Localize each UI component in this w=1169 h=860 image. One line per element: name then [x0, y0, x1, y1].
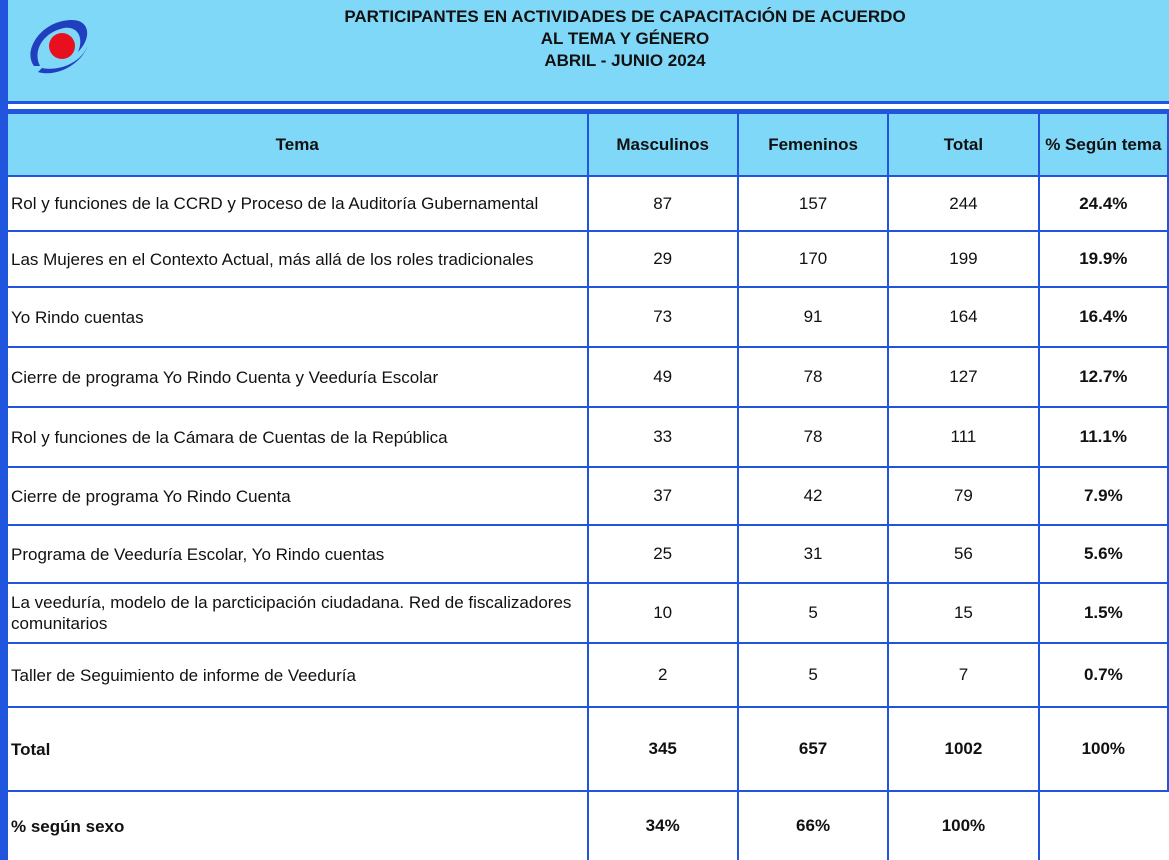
cell: 100% [887, 790, 1040, 860]
cell: 5 [736, 582, 890, 644]
cell: 73 [586, 286, 739, 348]
cell: Total [3, 706, 589, 792]
data-row: Cierre de programa Yo Rindo Cuenta y Vee… [3, 346, 1169, 408]
cell: 1.5% [1037, 582, 1169, 644]
cell: 87 [586, 175, 739, 232]
data-row: Rol y funciones de la CCRD y Proceso de … [3, 175, 1169, 232]
cell: Las Mujeres en el Contexto Actual, más a… [3, 230, 589, 288]
cell: 5.6% [1037, 524, 1169, 584]
cell: 37 [586, 466, 739, 526]
data-row: Las Mujeres en el Contexto Actual, más a… [3, 230, 1169, 288]
header-row: Tema Masculinos Femeninos Total% Según tema [3, 112, 1169, 177]
data-row: Programa de Veeduría Escolar, Yo Rindo c… [3, 524, 1169, 584]
title: PARTICIPANTES EN ACTIVIDADES DE CAPACITA… [100, 6, 1150, 72]
cell: 33 [586, 406, 739, 468]
separator [0, 101, 1169, 112]
cell: 11.1% [1037, 406, 1169, 468]
cell: 5 [736, 642, 890, 708]
cell: 49 [586, 346, 739, 408]
data-row: Rol y funciones de la Cámara de Cuentas … [3, 406, 1169, 468]
cell: Cierre de programa Yo Rindo Cuenta y Vee… [3, 346, 589, 408]
cell: 10 [586, 582, 739, 644]
data-row: Yo Rindo cuentas 73 91 164 16.4% [3, 286, 1169, 348]
cell: 78 [736, 346, 890, 408]
header-band [0, 0, 1169, 101]
data-row: Taller de Seguimiento de informe de Veed… [3, 642, 1169, 708]
cell: % según sexo [3, 790, 589, 860]
column-header: % Según tema [1037, 112, 1169, 177]
cell: 657 [736, 706, 890, 792]
cell: Cierre de programa Yo Rindo Cuenta [3, 466, 589, 526]
column-header: Femeninos [736, 112, 890, 177]
cell: 127 [887, 346, 1040, 408]
cell: 79 [887, 466, 1040, 526]
cell: 25 [586, 524, 739, 584]
cell: 15 [887, 582, 1040, 644]
cell: 24.4% [1037, 175, 1169, 232]
title-line: AL TEMA Y GÉNERO [540, 29, 710, 48]
cell: 56 [887, 524, 1040, 584]
sex-row: % según sexo 34% 66% 100% [3, 790, 1168, 860]
cell: Rol y funciones de la CCRD y Proceso de … [3, 175, 589, 232]
cell: Taller de Seguimiento de informe de Veed… [3, 642, 589, 708]
cell: 1002 [887, 706, 1040, 792]
column-header: Tema [3, 112, 589, 177]
cell: La veeduría, modelo de la parcticipación… [3, 582, 589, 644]
title-line: ABRIL - JUNIO 2024 [544, 51, 706, 70]
data-row: La veeduría, modelo de la parcticipación… [3, 582, 1169, 644]
cell: 16.4% [1037, 286, 1169, 348]
cell: 12.7% [1037, 346, 1169, 408]
cell: 34% [586, 790, 739, 860]
cell: 2 [586, 642, 739, 708]
cell: 164 [887, 286, 1040, 348]
cell: 157 [736, 175, 890, 232]
cell: 7.9% [1037, 466, 1169, 526]
title-line: PARTICIPANTES EN ACTIVIDADES DE CAPACITA… [344, 7, 906, 26]
column-header: Total [887, 112, 1040, 177]
data-table: Tema Masculinos Femeninos Total% Según tema… [0, 112, 1169, 860]
cell: 199 [887, 230, 1040, 288]
cell: 29 [586, 230, 739, 288]
cell: 244 [887, 175, 1040, 232]
cell: 0.7% [1037, 642, 1169, 708]
cell: 66% [736, 790, 890, 860]
empty-cell [1037, 790, 1168, 860]
total-row: Total 345 657 1002 100% [3, 706, 1169, 792]
data-row: Cierre de programa Yo Rindo Cuenta 37 42 79… [3, 466, 1169, 526]
cell: 31 [736, 524, 890, 584]
cell: 100% [1037, 706, 1169, 792]
logo [30, 20, 88, 74]
cell: Programa de Veeduría Escolar, Yo Rindo c… [3, 524, 589, 584]
cell: 78 [736, 406, 890, 468]
cell: 42 [736, 466, 890, 526]
cell: Rol y funciones de la Cámara de Cuentas … [3, 406, 589, 468]
column-header: Masculinos [586, 112, 739, 177]
cell: 7 [887, 642, 1040, 708]
cell: Yo Rindo cuentas [3, 286, 589, 348]
cell: 91 [736, 286, 890, 348]
cell: 170 [736, 230, 890, 288]
cell: 19.9% [1037, 230, 1169, 288]
cell: 345 [586, 706, 739, 792]
cell: 111 [887, 406, 1040, 468]
